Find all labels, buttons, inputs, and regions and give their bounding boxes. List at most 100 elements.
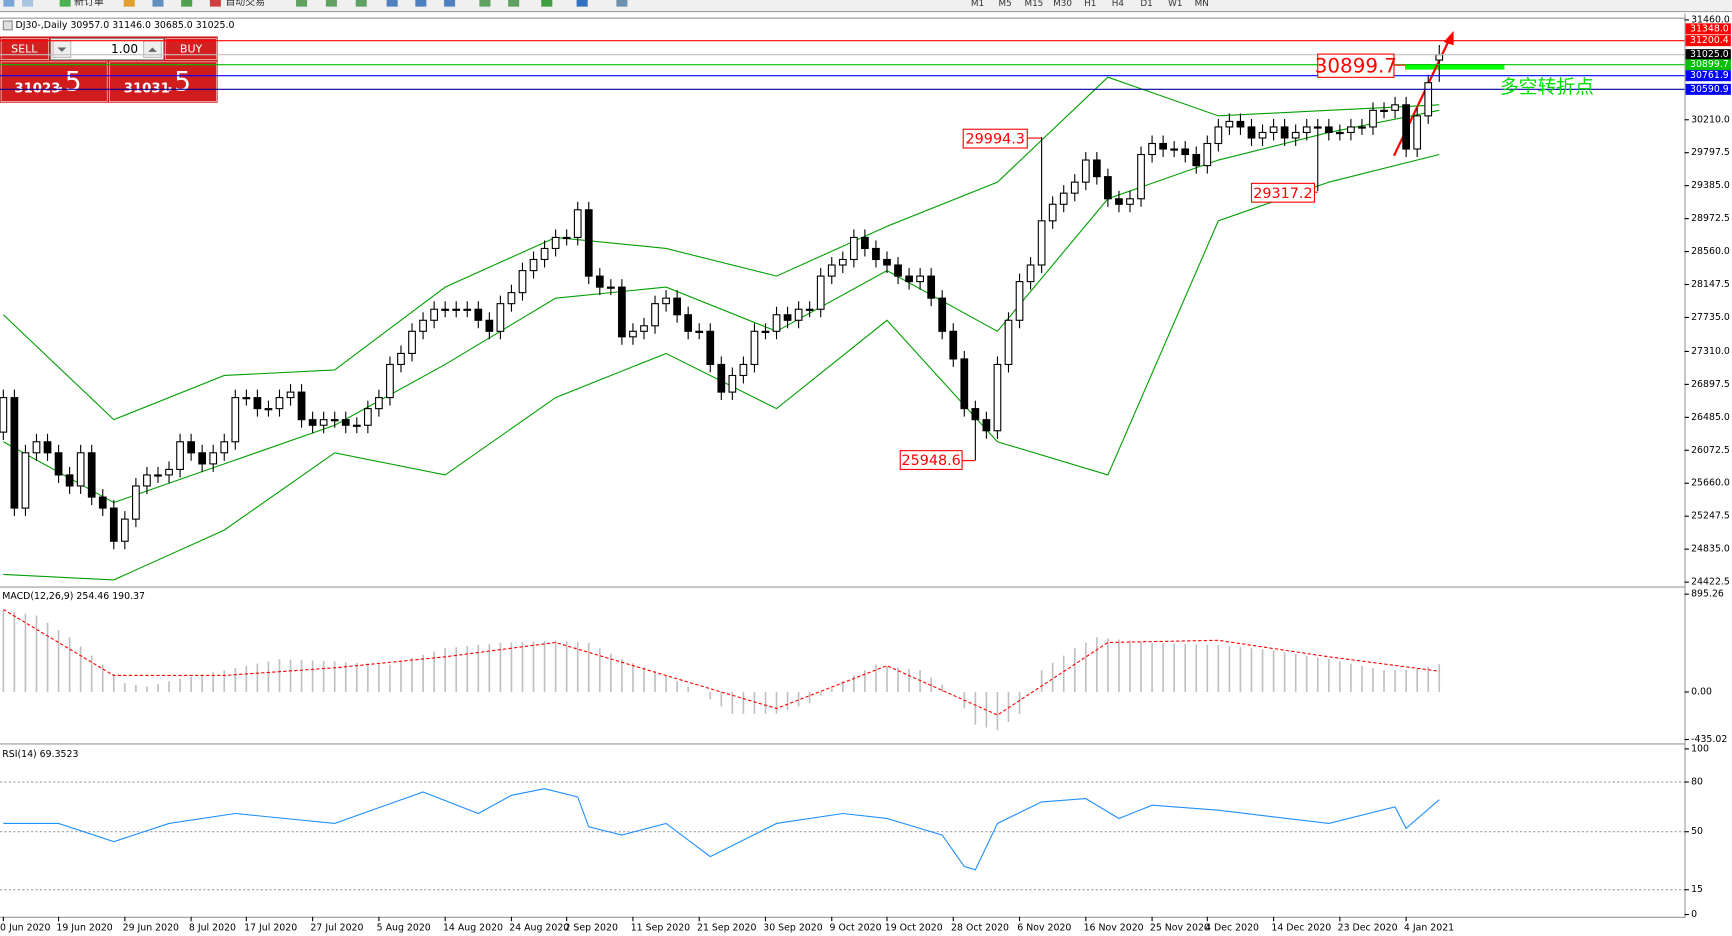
candle-body <box>463 308 472 311</box>
candle-body <box>595 275 604 288</box>
y-tick-label: 28972.5 <box>1691 213 1730 224</box>
x-tick-label: 4 Dec 2020 <box>1205 922 1259 933</box>
candle-body <box>386 363 394 399</box>
timeframe-button[interactable]: M30 <box>1053 0 1072 9</box>
candle-body <box>98 496 107 509</box>
timeframe-button[interactable]: M15 <box>1024 0 1043 9</box>
x-tick-label: 27 Jul 2020 <box>310 922 363 933</box>
y-tick-label: 26072.5 <box>1691 445 1730 456</box>
candle-body <box>971 408 980 421</box>
candle-body <box>993 363 1002 432</box>
candle-body <box>1203 142 1212 167</box>
new-order-button[interactable]: 新订单 <box>74 0 104 8</box>
timeframe-button[interactable]: M5 <box>999 0 1012 9</box>
timeframe-button[interactable]: H1 <box>1084 0 1096 9</box>
candle-body <box>706 330 715 366</box>
candle-body <box>352 424 361 427</box>
candle-body <box>253 397 262 410</box>
candle-body <box>1247 126 1256 139</box>
candle-body <box>1413 115 1422 150</box>
y-tick-label: 26897.5 <box>1691 379 1730 390</box>
candle-body <box>1302 126 1311 134</box>
chart-title: MACD(12,26,9) 254.46 190.37 <box>2 591 145 602</box>
chart-frame <box>0 13 1686 918</box>
annotation: 30899.7 <box>1315 54 1397 77</box>
candle-body <box>1026 264 1035 283</box>
candle-body <box>242 397 251 400</box>
x-tick-label: 23 Dec 2020 <box>1338 922 1398 933</box>
x-tick-label: 11 Sep 2020 <box>631 922 690 933</box>
candle-body <box>275 397 284 410</box>
timeframe-button[interactable]: D1 <box>1140 0 1152 9</box>
y-tick-label: 31460.0 <box>1691 14 1730 25</box>
bollinger-band <box>2 76 1440 421</box>
y-tick-label: 27735.0 <box>1691 312 1730 323</box>
candle-body <box>629 330 637 338</box>
y-tick-label: -435.02 <box>1691 734 1727 745</box>
signal-line <box>3 609 1440 716</box>
timeframe-button[interactable]: H4 <box>1112 0 1125 9</box>
auto-trading-button[interactable]: 自动交易 <box>225 0 265 8</box>
candle-body <box>1070 181 1079 194</box>
candle-body <box>518 270 527 294</box>
annotation: 29317.2 <box>1253 186 1312 202</box>
x-tick-label: 2 Sep 2020 <box>564 922 617 933</box>
annotation-box <box>899 450 963 470</box>
candle-body <box>794 308 803 321</box>
candle-body <box>573 209 582 238</box>
candle-body <box>849 236 858 261</box>
candle-body <box>1258 131 1267 139</box>
annotation-box <box>1317 53 1395 78</box>
x-tick-label: 9 Oct 2020 <box>830 922 882 933</box>
candle-body <box>1048 203 1057 222</box>
candle-body <box>894 264 902 277</box>
candle-body <box>1424 82 1433 117</box>
candle-body <box>529 258 538 272</box>
icon <box>22 0 34 7</box>
sell-price-box[interactable] <box>0 61 108 102</box>
icon <box>576 0 588 7</box>
y-tick-label: 895.26 <box>1691 589 1724 600</box>
y-tick-label: 29385.0 <box>1691 180 1730 191</box>
y-tick-label: 28147.5 <box>1691 279 1730 290</box>
candle-body <box>805 308 814 311</box>
bid-fraction: .5 <box>56 66 81 97</box>
candle-body <box>330 419 339 422</box>
candle-body <box>507 292 516 305</box>
candle-body <box>1092 159 1101 178</box>
icon[interactable] <box>59 0 71 7</box>
y-tick-label: 26485.0 <box>1691 412 1730 423</box>
timeframe-button[interactable]: MN <box>1195 0 1209 9</box>
icon <box>152 0 164 7</box>
x-tick-label: 17 Jul 2020 <box>244 922 297 933</box>
timeframe-button[interactable]: M1 <box>971 0 984 9</box>
price-label-bg <box>1685 70 1731 82</box>
icon <box>209 0 221 7</box>
sell-label: SELL <box>11 43 38 56</box>
candle-body <box>120 518 129 542</box>
x-tick-label: 16 Nov 2020 <box>1084 922 1144 933</box>
price-label-bg <box>1685 83 1731 95</box>
candle-body <box>65 474 74 487</box>
candle-body <box>1335 131 1344 135</box>
candle-body <box>1059 192 1068 205</box>
candle-body <box>132 485 140 520</box>
candle-body <box>43 441 52 454</box>
candle-body <box>87 452 96 498</box>
y-tick-label: 80 <box>1691 777 1703 788</box>
price-label-bg <box>1685 35 1731 47</box>
price-label: 31025.0 <box>1690 49 1729 60</box>
timeframe-button[interactable]: W1 <box>1168 0 1182 9</box>
candle-body <box>1137 153 1145 200</box>
candle-body <box>176 441 184 470</box>
candle-body <box>1324 126 1333 134</box>
candle-body <box>430 308 438 321</box>
candle-body <box>474 308 483 321</box>
y-tick-label: 50 <box>1691 826 1703 837</box>
candle-body <box>452 308 461 311</box>
icon <box>3 0 15 7</box>
buy-price-box[interactable] <box>109 61 217 102</box>
x-tick-label: 14 Aug 2020 <box>443 922 503 933</box>
